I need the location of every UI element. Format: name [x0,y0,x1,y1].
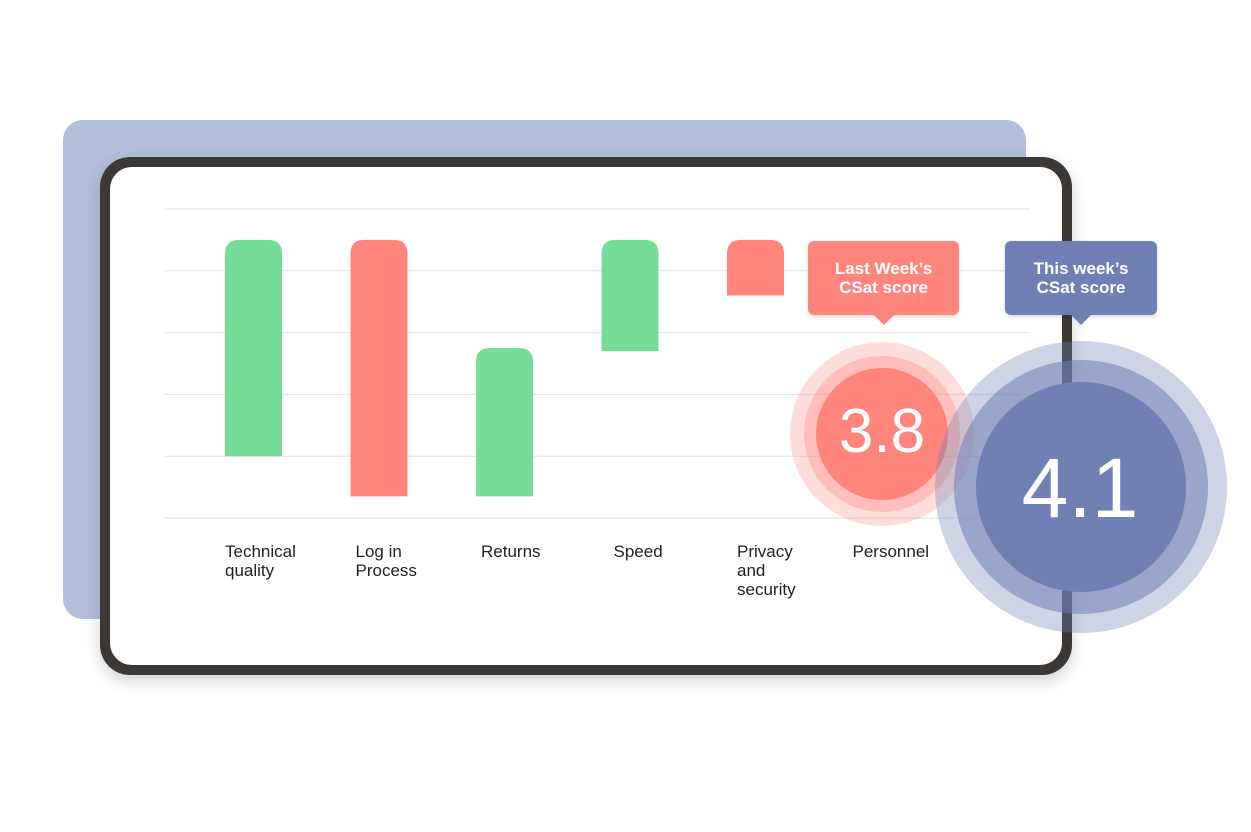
category-label: Log in Process [355,542,417,580]
score-circles [790,341,1227,633]
this-week-callout: This week’s CSat score [1005,241,1157,325]
last-week-callout: Last Week’s CSat score [808,241,959,325]
bar-returns [476,348,533,497]
bars [225,239,784,497]
bar-speed [601,239,659,352]
bar-privacy-and-security [727,239,784,296]
category-label: Speed [613,542,663,561]
bar-technical-quality [225,239,282,457]
last-week-score: 3.8 [838,397,926,466]
this-week-circle [976,382,1186,592]
category-label: Returns [481,542,541,561]
category-label: Personnel [852,542,930,561]
category-label: Privacy and security [737,542,796,599]
category-label: Technical quality [225,542,296,580]
bar-log-in-process [350,239,408,497]
last-week-circle [816,368,948,500]
this-week-score: 4.1 [1021,441,1139,535]
